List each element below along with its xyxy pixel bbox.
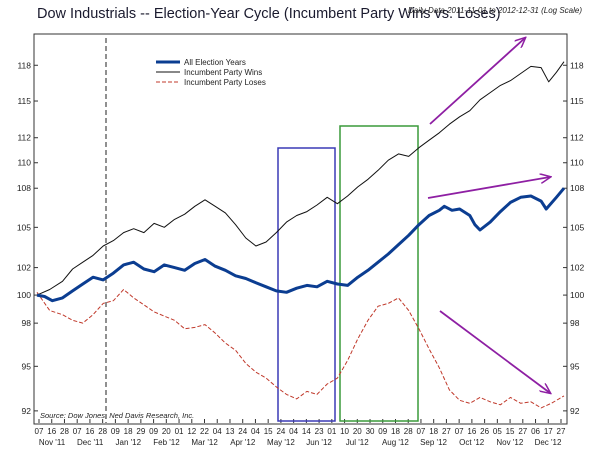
ytick-label-right: 118 (570, 60, 584, 70)
ytick-label-left: 95 (22, 361, 32, 371)
legend-label-loses: Incumbent Party Loses (184, 78, 266, 87)
xtick-day-label: 27 (442, 427, 451, 436)
xtick-day-label: 06 (531, 427, 540, 436)
xtick-day-label: 18 (391, 427, 400, 436)
xtick-day-label: 09 (149, 427, 158, 436)
ytick-label-right: 92 (570, 406, 580, 416)
xtick-day-label: 29 (136, 427, 145, 436)
xtick-day-label: 30 (366, 427, 375, 436)
xtick-day-label: 15 (264, 427, 273, 436)
xtick-month-label: Jan '12 (116, 438, 142, 447)
chart-subtitle: Daily Data 2011-11-01 to 2012-12-31 (Log… (407, 6, 582, 15)
green-highlight-box (339, 125, 419, 422)
xtick-day-label: 16 (47, 427, 56, 436)
xtick-month-label: Dec '12 (535, 438, 562, 447)
legend-label-all: All Election Years (184, 58, 246, 67)
ytick-label-right: 110 (570, 158, 584, 168)
ytick-label-right: 98 (570, 318, 580, 328)
x-axis: 07 16 28 07 16 28 09 18 29 09 20 01 12 22 04 13 24 04 15 24… (35, 419, 566, 447)
ytick-label-right: 102 (570, 263, 584, 273)
xtick-day-label: 04 (289, 427, 298, 436)
arrow-wins-up (429, 38, 525, 125)
xtick-day-label: 13 (226, 427, 235, 436)
xtick-day-label: 01 (327, 427, 336, 436)
xtick-month-label: Dec '11 (77, 438, 104, 447)
xtick-day-label: 28 (98, 427, 107, 436)
xtick-day-label: 07 (455, 427, 464, 436)
ytick-label-left: 98 (22, 318, 32, 328)
ytick-label-right: 112 (570, 133, 584, 143)
ytick-label-right: 105 (570, 222, 584, 232)
xtick-day-label: 28 (60, 427, 69, 436)
ytick-label-left: 112 (17, 133, 31, 143)
series-lines (36, 61, 566, 409)
ytick-label-left: 102 (17, 263, 31, 273)
xtick-day-label: 07 (73, 427, 82, 436)
series-line-all (36, 187, 566, 303)
xtick-day-label: 05 (493, 427, 502, 436)
xtick-day-label: 20 (353, 427, 362, 436)
xtick-month-label: Nov '12 (496, 438, 523, 447)
xtick-day-label: 14 (302, 427, 311, 436)
xtick-month-label: Nov '11 (39, 438, 66, 447)
xtick-day-label: 09 (111, 427, 120, 436)
xtick-month-label: Jun '12 (306, 438, 332, 447)
xtick-month-label: Oct '12 (459, 438, 485, 447)
xtick-day-label: 01 (175, 427, 184, 436)
xtick-day-label: 16 (85, 427, 94, 436)
xtick-day-label: 09 (378, 427, 387, 436)
xtick-month-label: May '12 (267, 438, 295, 447)
xtick-month-label: Aug '12 (382, 438, 409, 447)
ytick-label-left: 118 (17, 60, 31, 70)
xtick-day-label: 07 (35, 427, 44, 436)
xtick-month-label: Feb '12 (153, 438, 180, 447)
xtick-day-label: 27 (557, 427, 566, 436)
xtick-day-label: 20 (162, 427, 171, 436)
xtick-day-label: 04 (251, 427, 260, 436)
xtick-day-label: 16 (467, 427, 476, 436)
ytick-label-left: 115 (17, 96, 31, 106)
legend-label-wins: Incumbent Party Wins (184, 68, 262, 77)
xtick-day-label: 07 (416, 427, 425, 436)
xtick-month-label: Mar '12 (191, 438, 218, 447)
ytick-label-right: 108 (570, 183, 584, 193)
xtick-day-label: 24 (276, 427, 285, 436)
arrow-loses-down (439, 310, 550, 393)
xtick-month-label: Apr '12 (230, 438, 256, 447)
y-axes: 92 92 95 95 98 98 100 100 102 102 105 105 108 108 110 1… (17, 60, 585, 416)
series-line-loses (36, 289, 565, 409)
ytick-label-right: 95 (570, 361, 580, 371)
ytick-label-left: 108 (17, 183, 31, 193)
ytick-label-left: 92 (22, 406, 32, 416)
xtick-day-label: 10 (340, 427, 349, 436)
xtick-day-label: 24 (238, 427, 247, 436)
plot-frame (33, 33, 568, 425)
xtick-day-label: 26 (480, 427, 489, 436)
ytick-label-right: 100 (570, 290, 584, 300)
xtick-day-label: 12 (187, 427, 196, 436)
series-line-wins (36, 61, 565, 296)
xtick-day-label: 04 (213, 427, 222, 436)
ytick-label-left: 105 (17, 222, 31, 232)
ytick-label-right: 115 (570, 96, 584, 106)
xtick-day-label: 18 (124, 427, 133, 436)
xtick-day-label: 27 (518, 427, 527, 436)
xtick-day-label: 22 (200, 427, 209, 436)
source-note: Source: Dow Jones, Ned Davis Research, I… (40, 411, 194, 420)
xtick-day-label: 23 (315, 427, 324, 436)
chart-title: Dow Industrials -- Election-Year Cycle (… (37, 6, 501, 22)
xtick-month-label: Sep '12 (420, 438, 447, 447)
xtick-day-label: 17 (544, 427, 553, 436)
xtick-day-label: 28 (404, 427, 413, 436)
xtick-day-label: 18 (429, 427, 438, 436)
xtick-day-label: 15 (506, 427, 515, 436)
arrow-all-up (427, 177, 550, 199)
ytick-label-left: 110 (17, 158, 31, 168)
xtick-month-label: Jul '12 (346, 438, 369, 447)
ytick-label-left: 100 (17, 290, 31, 300)
legend: All Election Years Incumbent Party Wins … (156, 58, 266, 87)
